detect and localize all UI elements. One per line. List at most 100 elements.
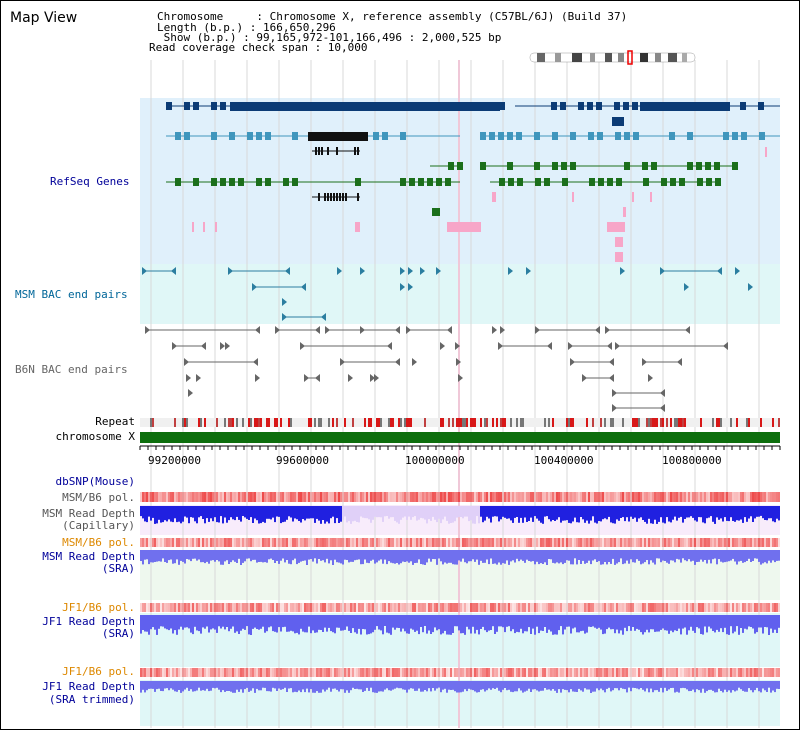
depth-bar xyxy=(718,615,720,632)
bac-end xyxy=(455,342,460,350)
depth-bar xyxy=(318,681,320,693)
depth-bar xyxy=(588,615,590,627)
pol-cell xyxy=(400,668,402,677)
depth-bar xyxy=(274,615,276,632)
pol-cell xyxy=(356,492,358,502)
depth-bar xyxy=(206,506,208,519)
pol-cell xyxy=(424,538,426,547)
depth-bar xyxy=(270,615,272,627)
depth-bar xyxy=(550,506,552,522)
pol-cell xyxy=(584,538,586,547)
pol-cell xyxy=(570,668,572,677)
track-label-msm-depth-cap: MSM Read Depth xyxy=(42,507,135,520)
depth-bar xyxy=(510,681,512,692)
pol-cell xyxy=(310,668,312,677)
depth-bar xyxy=(618,615,620,634)
depth-bar xyxy=(490,615,492,630)
repeat-seg xyxy=(266,418,268,427)
depth-bar xyxy=(344,615,346,630)
refseq-pink xyxy=(615,252,623,262)
pol-cell xyxy=(548,668,550,677)
track-label-dbsnp[interactable]: dbSNP(Mouse) xyxy=(55,475,135,488)
refseq-pink xyxy=(650,192,652,202)
bac-end xyxy=(400,283,405,291)
pol-cell xyxy=(188,603,190,612)
pol-cell xyxy=(682,668,684,677)
depth-bar xyxy=(334,615,336,634)
pol-cell xyxy=(228,538,230,547)
depth-bar xyxy=(592,506,594,517)
depth-bar xyxy=(550,615,552,632)
depth-bar xyxy=(636,681,638,689)
depth-bar xyxy=(688,615,690,631)
depth-bar xyxy=(308,615,310,627)
pol-cell xyxy=(362,668,364,677)
pol-cell xyxy=(238,538,240,547)
depth-bar xyxy=(336,615,338,628)
depth-bar xyxy=(340,681,342,690)
pol-cell xyxy=(716,538,718,547)
pol-cell xyxy=(594,668,596,677)
depth-bar xyxy=(396,506,398,523)
track-label-refseq[interactable]: RefSeq Genes xyxy=(50,175,130,188)
pol-cell xyxy=(678,492,680,502)
gene-exon xyxy=(669,132,675,140)
depth-bar xyxy=(766,681,768,692)
pol-cell xyxy=(358,603,360,612)
pol-cell xyxy=(572,668,574,677)
gene-exon xyxy=(265,132,271,140)
depth-bar xyxy=(378,550,380,561)
pol-cell xyxy=(756,668,758,677)
repeat-seg xyxy=(592,418,594,427)
pol-cell xyxy=(324,538,326,547)
depth-bar xyxy=(304,681,306,693)
depth-bar xyxy=(604,550,606,562)
track-label-b6n-bac[interactable]: B6N BAC end pairs xyxy=(15,363,128,376)
pol-cell xyxy=(478,603,480,612)
pol-cell xyxy=(674,603,676,612)
pol-cell xyxy=(286,603,288,612)
pol-cell xyxy=(772,538,774,547)
depth-bar xyxy=(558,681,560,690)
pol-cell xyxy=(612,668,614,677)
depth-bar xyxy=(652,506,654,524)
depth-bar xyxy=(668,615,670,634)
pol-cell xyxy=(372,492,374,502)
pol-cell xyxy=(476,603,478,612)
pol-cell xyxy=(346,538,348,547)
depth-bar xyxy=(700,681,702,693)
gene-exon xyxy=(551,102,557,110)
depth-bar xyxy=(256,550,258,563)
depth-bar xyxy=(678,506,680,518)
pol-cell xyxy=(306,603,308,612)
depth-bar xyxy=(222,506,224,524)
pol-cell xyxy=(160,538,162,547)
depth-bar xyxy=(468,506,470,522)
pol-cell xyxy=(352,668,354,677)
pol-cell xyxy=(686,492,688,502)
gene-exon xyxy=(679,178,685,186)
depth-bar xyxy=(654,506,656,520)
pol-cell xyxy=(678,668,680,677)
depth-bar xyxy=(704,506,706,524)
pol-cell xyxy=(568,538,570,547)
bac-end xyxy=(642,358,647,366)
pol-cell xyxy=(700,492,702,502)
pol-cell xyxy=(486,668,488,677)
depth-bar xyxy=(598,681,600,691)
depth-bar xyxy=(288,506,290,517)
gene-exon xyxy=(705,162,711,170)
depth-bar xyxy=(304,550,306,561)
pol-cell xyxy=(678,538,680,547)
track-label-msm-bac[interactable]: MSM BAC end pairs xyxy=(15,288,128,301)
pol-cell xyxy=(728,668,730,677)
depth-bar xyxy=(196,615,198,631)
depth-bar xyxy=(232,615,234,627)
depth-bar xyxy=(444,506,446,517)
depth-bar xyxy=(266,506,268,519)
pol-cell xyxy=(156,603,158,612)
pol-cell xyxy=(512,668,514,677)
pol-cell xyxy=(248,668,250,677)
pol-cell xyxy=(672,668,674,677)
